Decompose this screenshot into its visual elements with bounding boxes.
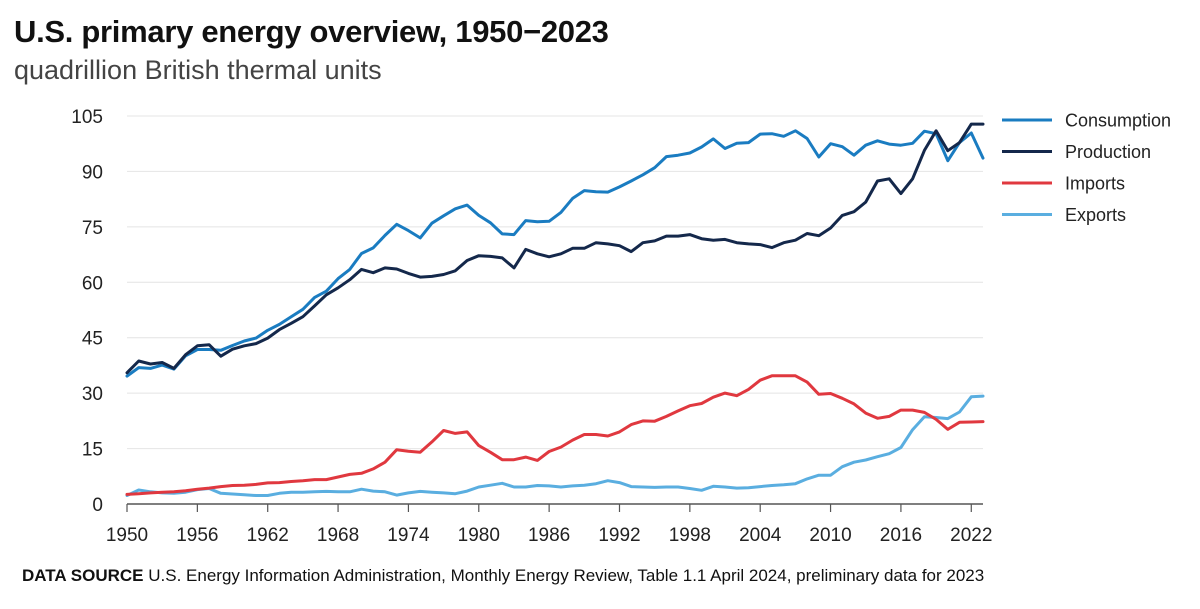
chart-title: U.S. primary energy overview, 1950−2023 (14, 14, 609, 49)
series-line-production (125, 122, 985, 375)
legend-label-imports: Imports (1065, 174, 1125, 194)
x-tick-label: 2004 (739, 525, 782, 546)
series-line-exports (125, 394, 985, 497)
legend: Consumption Production Imports Exports (1002, 111, 1171, 225)
x-axis (126, 503, 983, 512)
x-tick-label: 1956 (176, 525, 218, 546)
x-tick-label: 1980 (458, 525, 500, 546)
x-tick-label: 2010 (809, 525, 851, 546)
y-tick-label: 60 (82, 273, 103, 294)
y-tick-label: 75 (82, 218, 103, 239)
x-tick-label: 1968 (317, 525, 359, 546)
x-axis-tick-labels: 1950 1956 1962 1968 1974 1980 1986 1992 1998 2004… (106, 525, 993, 546)
x-tick-label: 1992 (598, 525, 640, 546)
y-axis-tick-labels: 0 15 30 45 60 75 90 105 (71, 107, 103, 516)
legend-label-exports: Exports (1065, 205, 1126, 225)
x-tick-label: 1974 (387, 525, 430, 546)
series-line-consumption (125, 129, 985, 378)
grid-lines (127, 115, 983, 450)
data-source-text: U.S. Energy Information Administration, … (148, 566, 985, 585)
series-lines (125, 122, 985, 497)
y-tick-label: 15 (82, 440, 103, 461)
data-source-label: DATA SOURCE (22, 566, 144, 585)
x-tick-label: 1950 (106, 525, 148, 546)
legend-label-production: Production (1065, 142, 1151, 162)
legend-label-consumption: Consumption (1065, 111, 1171, 131)
x-tick-label: 2016 (880, 525, 922, 546)
x-tick-label: 2022 (950, 525, 992, 546)
x-tick-label: 1986 (528, 525, 570, 546)
x-tick-label: 1962 (247, 525, 289, 546)
data-source-note: DATA SOURCE U.S. Energy Information Admi… (22, 566, 984, 586)
x-tick-label: 1998 (669, 525, 711, 546)
y-tick-label: 30 (82, 384, 103, 405)
y-tick-label: 90 (82, 162, 103, 183)
series-line-imports (125, 374, 985, 496)
y-tick-label: 105 (71, 107, 103, 128)
y-tick-label: 0 (92, 495, 103, 516)
y-tick-label: 45 (82, 329, 103, 350)
chart-subtitle: quadrillion British thermal units (14, 55, 382, 85)
